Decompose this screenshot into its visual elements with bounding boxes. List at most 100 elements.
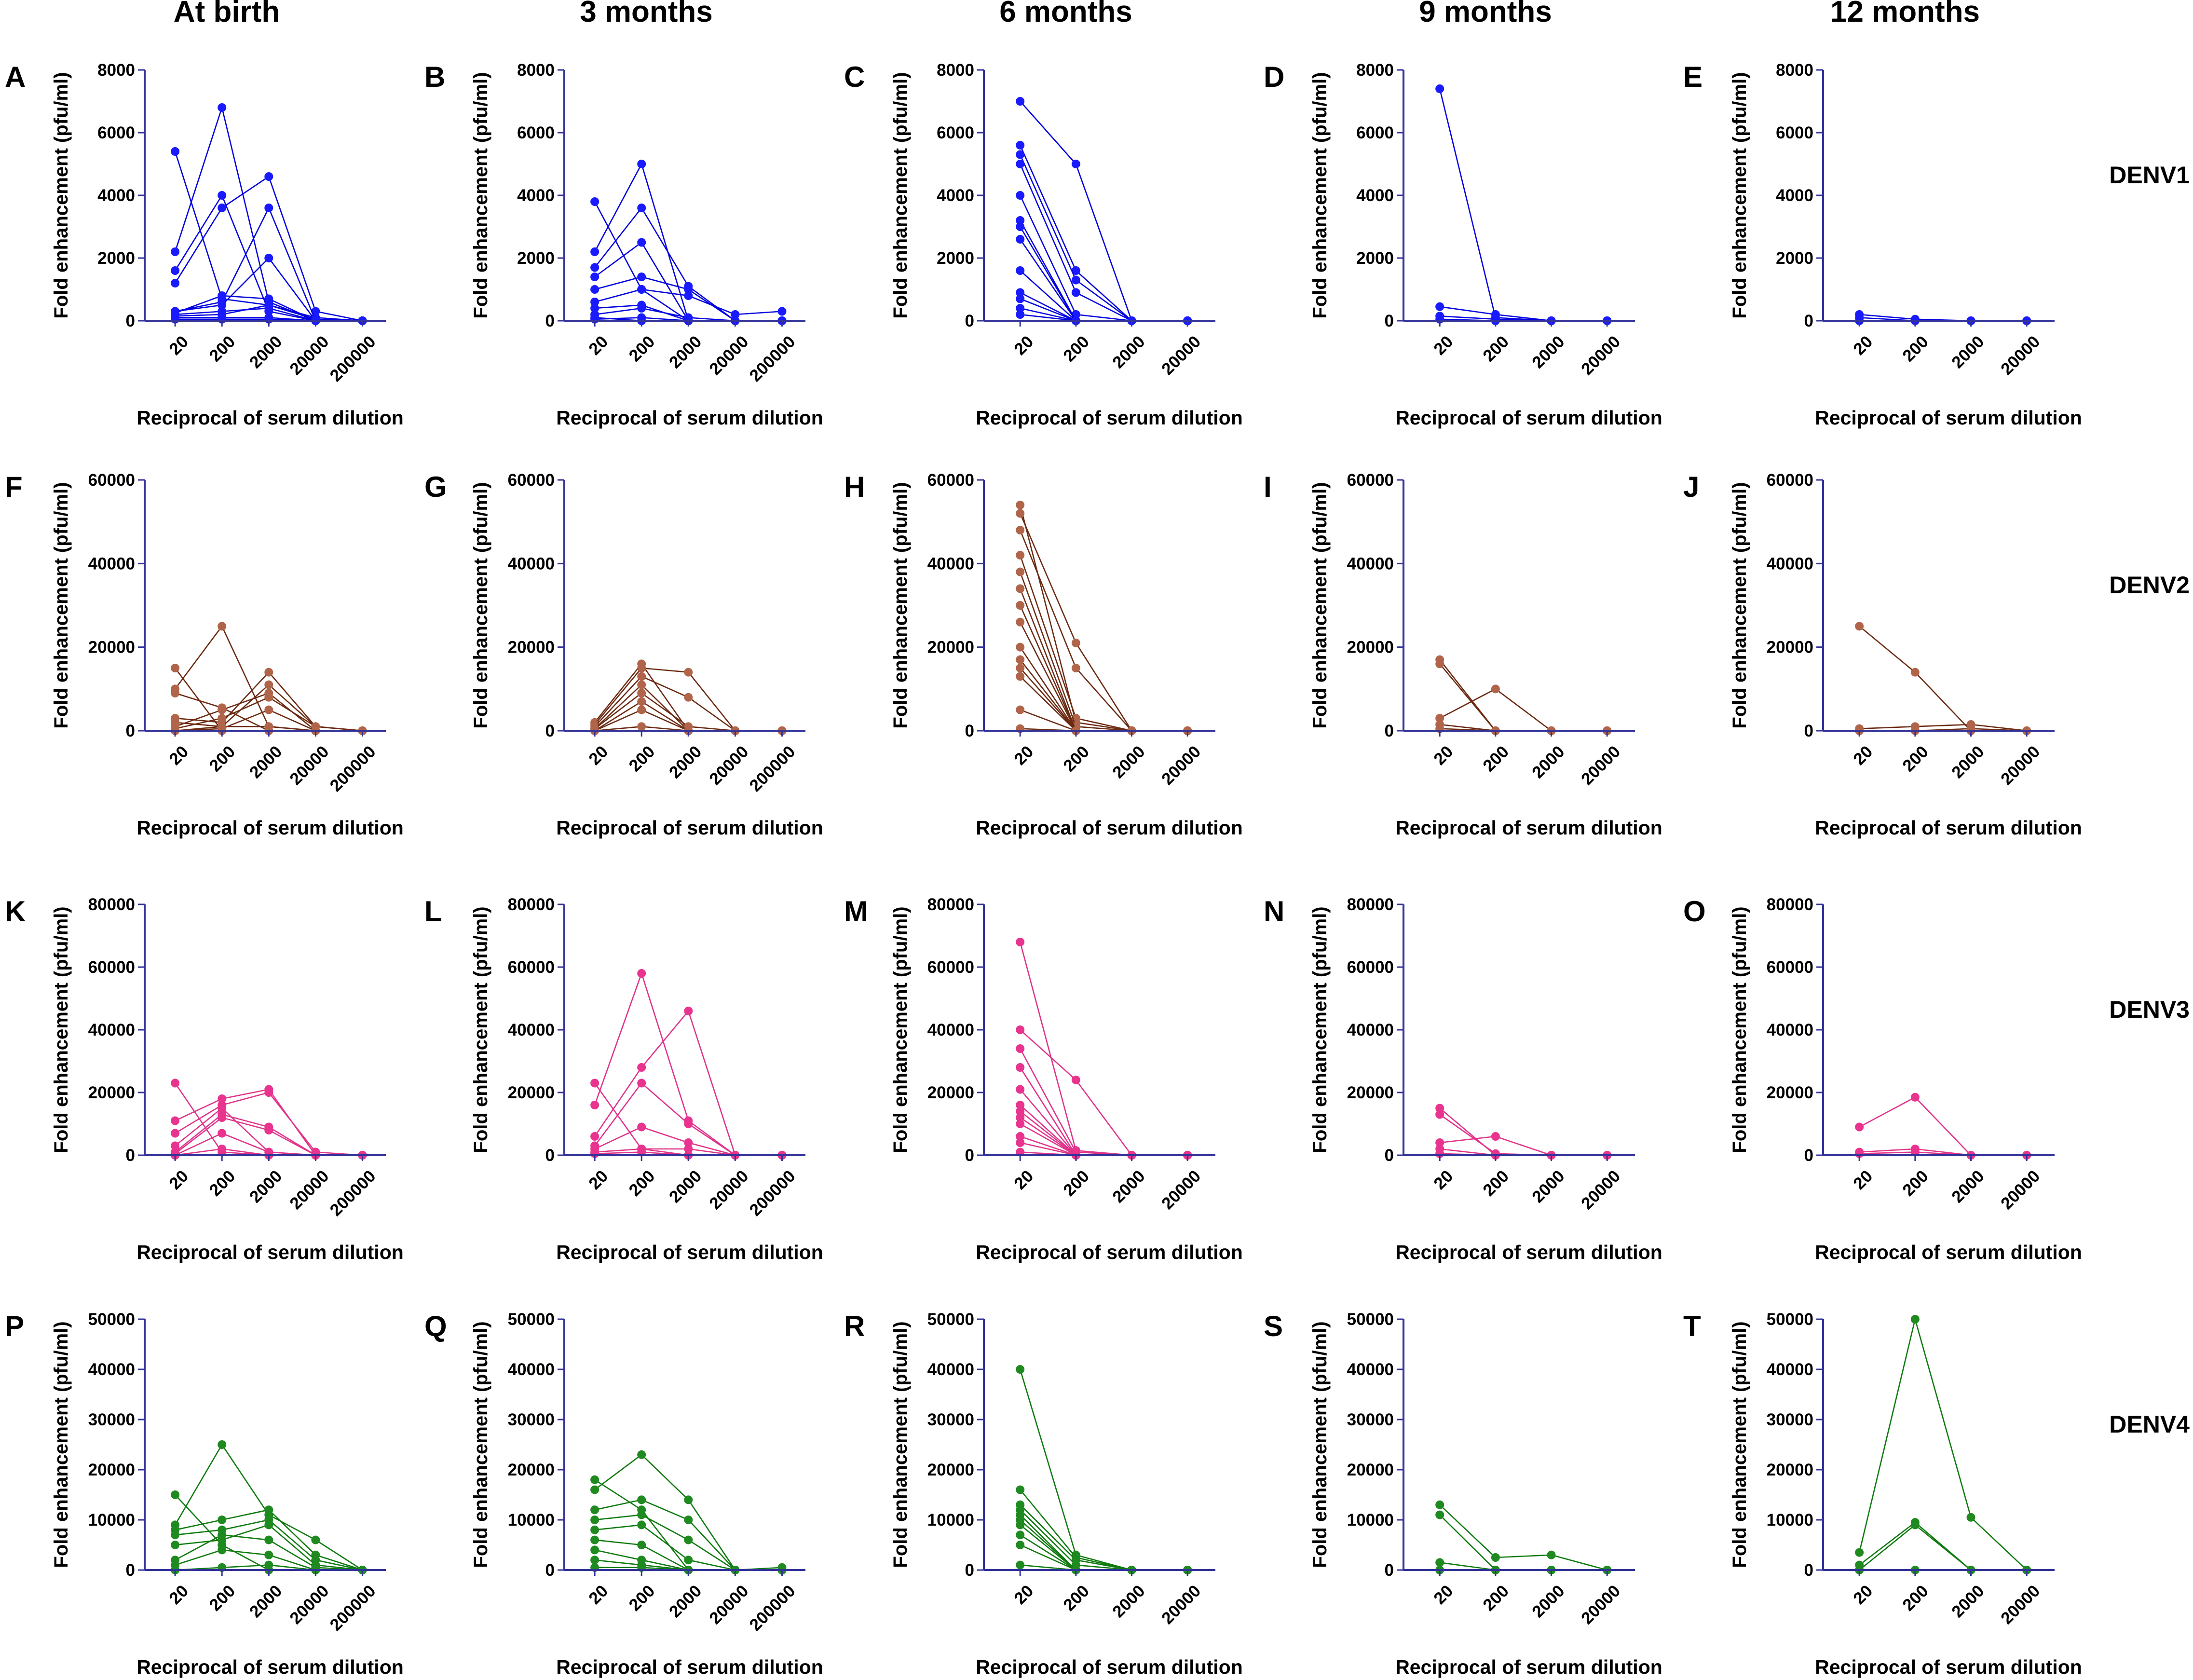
x-axis-title: Reciprocal of serum dilution [976,407,1243,429]
series-line-2 [1020,1029,1188,1156]
y-tick-label: 60000 [1767,471,1813,490]
x-tick-label: 20 [1010,1582,1037,1608]
x-tick-label: 20000 [1997,1167,2043,1213]
panel-j: J Fold enhancement (pfu/ml) 0 20000 40000 600… [1683,471,2082,839]
panel-n: N Fold enhancement (pfu/ml) 0 20000 40000 600… [1264,895,1662,1263]
panel-p: P Fold enhancement (pfu/ml) 0 10000 20000 300… [5,1310,404,1678]
data-point [1435,84,1444,93]
data-point [637,1541,646,1549]
column-title-at-birth: At birth [174,0,280,28]
column-title-12-months: 12 months [1830,0,1980,28]
y-tick-label: 4000 [1356,186,1394,205]
data-point [264,680,273,689]
data-point [590,1475,599,1484]
data-point [637,273,646,281]
x-tick-label: 20000 [1578,332,1624,379]
y-tick-label: 40000 [88,1360,135,1379]
y-tick-label: 20000 [1767,1461,1813,1479]
series-line-9 [1020,1123,1188,1156]
y-tick-label: 40000 [927,1360,974,1379]
data-point [1016,1120,1025,1128]
x-tick-label: 200 [206,332,239,366]
x-tick-label: 2000 [1948,1167,1988,1207]
data-point [684,1516,693,1524]
y-tick-label: 60000 [1347,958,1394,977]
y-tick-label: 6000 [937,123,974,142]
panel-l: L Fold enhancement (pfu/ml) 0 20000 40000 600… [424,895,823,1263]
panel-a: A Fold enhancement (pfu/ml) 0 2000 4000 6000 8… [5,61,404,429]
y-tick-label: 40000 [88,1021,135,1039]
series-line-1 [594,201,782,322]
x-axis-title: Reciprocal of serum dilution [976,1656,1243,1678]
data-point [1491,1553,1500,1562]
x-tick-label: 2000 [1948,742,1988,782]
x-tick-label: 200 [206,1582,239,1615]
y-axis-title: Fold enhancement (pfu/ml) [890,72,911,318]
y-tick-label: 0 [965,722,974,740]
x-axis-title: Reciprocal of serum dilution [136,1656,404,1678]
x-tick-label: 200 [1899,1167,1932,1200]
data-point [1016,664,1025,672]
data-point [637,1079,646,1088]
data-point [590,1101,599,1109]
y-tick-label: 60000 [88,471,135,490]
x-tick-label: 20000 [1158,1167,1204,1213]
data-point [637,285,646,294]
data-point [637,697,646,706]
x-tick-label: 20000 [706,742,752,789]
x-tick-label: 200000 [746,332,799,385]
x-axis-title: Reciprocal of serum dilution [1395,407,1662,429]
y-tick-label: 60000 [1347,471,1394,490]
y-tick-label: 30000 [88,1410,135,1429]
panel-d: D Fold enhancement (pfu/ml) 0 2000 4000 6000 8… [1264,61,1662,429]
panel-letter: P [5,1310,24,1342]
y-tick-label: 10000 [1767,1511,1813,1530]
y-tick-label: 2000 [937,249,974,268]
y-tick-label: 0 [1804,312,1813,330]
data-point [1491,1132,1500,1141]
y-axis-title: Fold enhancement (pfu/ml) [890,906,911,1153]
panel-letter: A [5,61,26,93]
x-axis-title: Reciprocal of serum dilution [976,1241,1243,1263]
x-tick-label: 20 [1850,332,1876,359]
data-point [777,307,787,316]
y-tick-label: 20000 [1767,638,1813,657]
data-point [1071,275,1080,285]
data-point [218,1104,227,1113]
series-line-2 [174,107,363,322]
data-point [218,705,227,714]
data-point [264,300,273,310]
series-line-3 [594,207,782,322]
x-tick-label: 2000 [1948,1582,1988,1622]
data-point [218,1145,227,1153]
y-tick-label: 4000 [1776,186,1813,205]
x-tick-label: 20000 [1997,742,2043,789]
x-tick-label: 2000 [666,1167,706,1207]
x-tick-label: 2000 [1109,1167,1149,1207]
data-point [1435,714,1444,723]
data-point [590,1505,599,1515]
data-point [1016,1044,1025,1053]
x-tick-label: 200 [1899,742,1932,776]
series-line-3 [1020,1048,1188,1156]
x-tick-label: 200 [1899,332,1932,366]
data-point [590,1556,599,1565]
x-tick-label: 20 [1430,1582,1457,1608]
data-point [218,103,227,112]
data-point [1016,1365,1025,1374]
data-point [1016,160,1025,168]
x-tick-label: 20 [165,332,192,359]
data-point [1016,294,1025,303]
data-point [218,204,227,212]
data-point [1016,584,1025,593]
data-point [684,1138,693,1147]
y-tick-label: 0 [965,1146,974,1165]
x-tick-label: 2000 [666,742,706,782]
y-axis-title: Fold enhancement (pfu/ml) [1729,72,1750,318]
data-point [1016,617,1025,627]
series-line-2 [1439,1514,1607,1571]
data-point [1435,1500,1444,1509]
y-tick-label: 80000 [1347,895,1394,914]
x-tick-label: 200 [1060,332,1093,366]
